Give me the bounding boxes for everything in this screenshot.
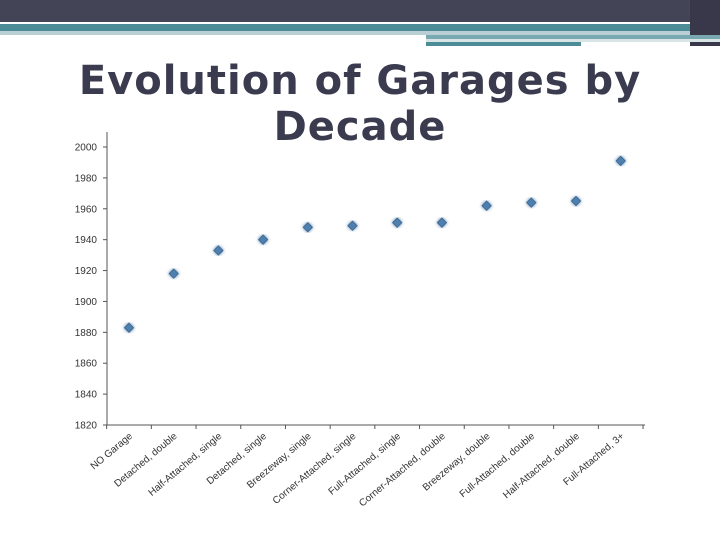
slide-title: Evolution of Garages by Decade bbox=[78, 58, 642, 150]
average-marker-0 bbox=[123, 322, 135, 333]
y-tick-label: 1960 bbox=[75, 204, 98, 215]
category-label-0: NO Garage bbox=[89, 431, 136, 473]
average-marker-10 bbox=[570, 195, 582, 207]
y-tick-label: 1880 bbox=[75, 328, 98, 339]
category-label-6: Full-Attached, single bbox=[327, 431, 404, 498]
y-tick-label: 1900 bbox=[75, 297, 98, 308]
slide-light-stripe bbox=[0, 31, 690, 35]
y-tick-label: 1820 bbox=[75, 421, 98, 432]
average-marker-3 bbox=[257, 234, 269, 245]
average-marker-7 bbox=[436, 217, 448, 228]
slide-top-bar bbox=[0, 0, 720, 22]
y-tick-label: 1840 bbox=[75, 390, 98, 401]
y-tick-label: 1920 bbox=[75, 266, 98, 277]
category-label-7: Corner-Attached, double bbox=[357, 431, 448, 510]
y-tick-label: 1940 bbox=[75, 235, 98, 246]
slide-accent-stripe bbox=[0, 24, 690, 31]
category-label-9: Full-Attached, double bbox=[458, 431, 538, 500]
average-marker-5 bbox=[347, 220, 358, 231]
average-marker-9 bbox=[526, 197, 537, 208]
category-label-10: Half-Attached, double bbox=[501, 431, 582, 502]
slide-right-accent-stripe bbox=[426, 42, 581, 46]
average-marker-2 bbox=[213, 245, 224, 256]
average-marker-11 bbox=[615, 155, 626, 167]
average-marker-6 bbox=[392, 217, 403, 228]
category-label-5: Corner-Attached, single bbox=[271, 431, 359, 507]
average-marker-1 bbox=[168, 268, 179, 279]
slide-right-light-stripe bbox=[426, 39, 720, 42]
category-label-2: Half-Attached, single bbox=[147, 431, 225, 499]
y-tick-label: 1860 bbox=[75, 359, 98, 370]
average-marker-8 bbox=[481, 200, 492, 211]
slide-right-stripe bbox=[426, 35, 720, 39]
y-tick-label: 1980 bbox=[75, 173, 98, 184]
y-tick-label: 2000 bbox=[75, 143, 98, 154]
average-marker-4 bbox=[302, 222, 313, 233]
